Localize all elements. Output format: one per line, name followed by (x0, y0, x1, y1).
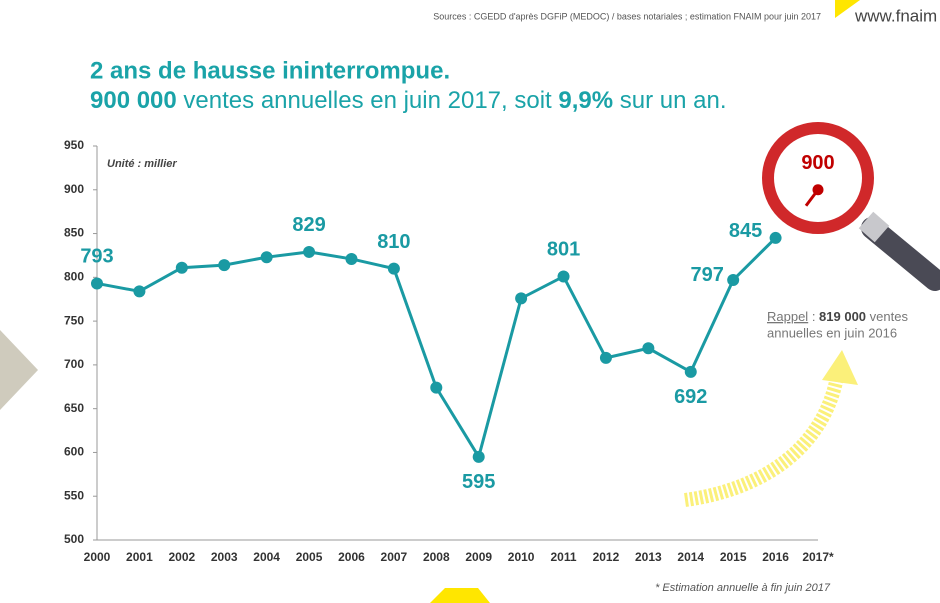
y-tick-label: 850 (64, 226, 84, 240)
x-tick-label: 2008 (423, 550, 450, 564)
point (557, 270, 570, 283)
annotation: Rappel : 819 000 ventes (767, 309, 908, 324)
annotation-part: ventes (866, 309, 908, 324)
value-label: 845 (729, 220, 762, 242)
x-tick-label: 2000 (84, 550, 111, 564)
y-tick-label: 800 (64, 270, 84, 284)
point (515, 292, 528, 305)
x-tick-label: 2002 (168, 550, 195, 564)
value-label: 829 (292, 214, 325, 236)
subtitle-part: 9,9% (558, 87, 613, 114)
y-tick-label: 700 (64, 357, 84, 371)
value-label: 797 (690, 264, 723, 286)
point (303, 245, 316, 258)
y-tick-label: 750 (64, 313, 84, 327)
point (260, 251, 273, 264)
point (599, 351, 612, 364)
value-label: 801 (547, 239, 580, 261)
point (387, 262, 400, 275)
value-label: 692 (674, 386, 707, 408)
point (218, 259, 231, 272)
subtitle-part: 900 000 (90, 87, 177, 114)
point (684, 365, 697, 378)
annotation-part: Rappel (767, 309, 808, 324)
x-tick-label: 2007 (381, 550, 408, 564)
x-tick-label: 2015 (720, 550, 747, 564)
y-tick-label: 900 (64, 182, 84, 196)
y-tick-label: 500 (64, 532, 84, 546)
point (472, 450, 485, 463)
point (642, 342, 655, 355)
source: Sources : CGEDD d'après DGFiP (MEDOC) / … (433, 11, 821, 21)
footnote: * Estimation annuelle à fin juin 2017 (655, 582, 831, 594)
point (727, 273, 740, 286)
deco-yellow (835, 0, 860, 18)
deco-arrow (684, 370, 845, 507)
x-tick-label: 2012 (593, 550, 620, 564)
point (133, 285, 146, 298)
x-tick-label: 2014 (677, 550, 704, 564)
deco-triangle (0, 330, 38, 410)
annotation-part: : (808, 309, 819, 324)
point (430, 381, 443, 394)
x-tick-label: 2017* (802, 550, 834, 564)
x-tick-label: 2009 (465, 550, 492, 564)
y-tick-label: 550 (64, 488, 84, 502)
value-label: 793 (80, 246, 113, 268)
magnifier-collar (858, 211, 890, 243)
x-tick-label: 2005 (296, 550, 323, 564)
point (175, 261, 188, 274)
x-tick-label: 2016 (762, 550, 789, 564)
magnifier-ring (762, 122, 874, 234)
y-tick-label: 950 (64, 138, 84, 152)
deco-arrow-head (822, 350, 858, 385)
point (91, 277, 103, 290)
value-label: 810 (377, 231, 410, 253)
line (96, 236, 777, 461)
chart-title: 2 ans de hausse ininterrompue. (90, 57, 450, 84)
subtitle-part: ventes annuelles en juin 2017, soit (177, 87, 559, 114)
brand: www.fnaim (854, 6, 937, 25)
deco-yellow (430, 588, 490, 603)
point (769, 231, 782, 244)
annotation-part: 819 000 (819, 309, 866, 324)
unit-label: Unité : millier (107, 158, 177, 170)
magnifier-handle (861, 217, 940, 291)
chart-subtitle: 900 000 ventes annuelles en juin 2017, s… (90, 87, 726, 114)
x-tick-label: 2013 (635, 550, 662, 564)
x-tick-label: 2001 (126, 550, 153, 564)
annotation: annuelles en juin 2016 (767, 325, 897, 340)
x-tick-label: 2006 (338, 550, 365, 564)
x-tick-label: 2003 (211, 550, 238, 564)
y-tick-label: 650 (64, 401, 84, 415)
point (812, 184, 824, 196)
subtitle-part: sur un an. (613, 87, 726, 114)
value-label: 900 (801, 152, 834, 174)
point (345, 252, 358, 265)
value-label: 595 (462, 471, 495, 493)
x-tick-label: 2010 (508, 550, 535, 564)
x-tick-label: 2011 (551, 550, 577, 564)
x-tick-label: 2004 (253, 550, 280, 564)
y-tick-label: 600 (64, 445, 84, 459)
